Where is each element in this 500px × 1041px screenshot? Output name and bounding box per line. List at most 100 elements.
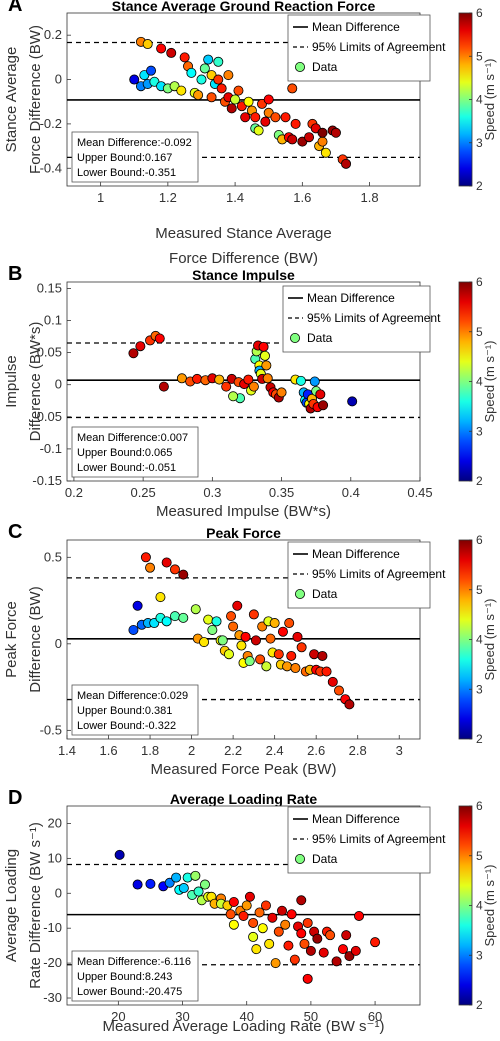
x-tick-label: 30	[175, 1009, 189, 1024]
legend-box	[287, 14, 431, 82]
colorbar-tick-label: 5	[476, 325, 483, 339]
y-tick-label: 20	[48, 815, 62, 830]
data-point	[273, 926, 284, 937]
legend-data-label: Data	[312, 852, 338, 866]
colorbar-tick-label: 2	[476, 998, 483, 1012]
x-tick-label: 0.2	[65, 485, 83, 500]
colorbar-tick-label: 3	[476, 948, 483, 962]
legend-data-label: Data	[312, 60, 338, 74]
colorbar-tick-label: 4	[476, 899, 483, 913]
data-point	[280, 919, 291, 930]
y-tick-label: -10	[43, 920, 62, 935]
data-point	[270, 112, 281, 123]
colorbar-tick-label: 4	[476, 633, 483, 647]
panel-letter: B	[8, 263, 22, 285]
panel-a: A Stance Average Ground Reaction Force 1 1.…	[3, 0, 497, 267]
data-point	[244, 891, 255, 902]
data-point	[283, 940, 294, 951]
data-point	[190, 870, 201, 881]
data-point	[344, 699, 355, 710]
data-point	[282, 661, 293, 672]
data-point	[132, 879, 143, 890]
data-point	[176, 373, 187, 384]
stats-text: Lower Bound:-0.051	[77, 462, 176, 474]
data-point	[287, 134, 298, 145]
data-point	[233, 85, 244, 96]
data-point	[258, 341, 269, 352]
data-point	[302, 973, 313, 984]
data-point	[223, 70, 234, 81]
data-point	[203, 614, 214, 625]
y-tick-label: -0.1	[40, 441, 62, 456]
data-point	[193, 886, 204, 897]
data-point	[238, 910, 249, 921]
legend-mean-label: Mean Difference	[312, 20, 400, 34]
panel-letter: A	[8, 0, 22, 16]
data-point	[199, 879, 210, 890]
stats-text: Lower Bound:-0.351	[77, 167, 176, 179]
data-point	[161, 616, 172, 627]
legend-mean-label: Mean Difference	[307, 291, 395, 305]
data-point	[178, 569, 189, 580]
panel-c: C Peak Force 1.4 1.6 1.8 2 2.2 2.4 2.6 2.8 3 0.5 0 -0…	[3, 521, 497, 778]
panels-group: A Stance Average Ground Reaction Force 1 1.…	[3, 0, 497, 1035]
data-point	[255, 654, 266, 665]
legend-limits-label: 95% Limits of Agreement	[312, 567, 446, 581]
data-point	[145, 878, 156, 889]
data-point	[257, 923, 268, 934]
x-tick-label: 3	[396, 743, 403, 758]
data-point	[203, 54, 214, 65]
y-tick-label: 0.15	[37, 280, 62, 295]
data-point	[169, 564, 180, 575]
data-point	[211, 616, 222, 627]
data-point	[250, 635, 261, 646]
data-point	[155, 592, 166, 603]
data-point	[179, 52, 190, 63]
data-point	[295, 375, 306, 386]
legend-data-swatch	[294, 854, 305, 865]
data-point	[290, 663, 301, 674]
x-tick-label: 0.25	[130, 485, 155, 500]
data-point	[241, 900, 252, 911]
stats-text: Upper Bound:0.167	[77, 152, 172, 164]
data-point	[299, 938, 310, 949]
data-point	[190, 604, 201, 615]
data-point	[347, 396, 358, 407]
stats-text: Mean Difference:0.007	[77, 432, 188, 444]
legend-limits-label: 95% Limits of Agreement	[312, 40, 446, 54]
stats-text: Upper Bound:8.243	[77, 971, 172, 983]
data-point	[262, 373, 273, 384]
data-point	[309, 649, 320, 660]
y-tick-label: -20	[43, 955, 62, 970]
data-point	[145, 562, 156, 573]
x-tick-label: 2.4	[266, 743, 284, 758]
data-point	[178, 883, 189, 894]
legend-box	[282, 285, 431, 353]
data-point	[178, 612, 189, 623]
data-point	[243, 374, 254, 385]
data-point	[248, 609, 259, 620]
data-point	[341, 158, 352, 169]
data-point	[248, 931, 259, 942]
data-point	[129, 74, 140, 85]
data-point	[199, 63, 210, 74]
data-point	[261, 661, 272, 672]
data-point	[320, 147, 331, 158]
x-tick-label: 1.8	[141, 743, 159, 758]
x-tick-label: 2.2	[224, 743, 242, 758]
data-point	[240, 112, 251, 123]
data-point	[259, 350, 270, 361]
data-point	[186, 67, 197, 78]
x-axis-label: Measured Force Peak (BW)	[151, 761, 337, 778]
x-axis-label: Measured Stance Average	[155, 225, 332, 242]
data-point	[135, 341, 146, 352]
data-point	[305, 945, 316, 956]
y-axis-label: Average Loading	[3, 849, 20, 962]
stats-text: Mean Difference:-6.116	[77, 956, 191, 968]
y-tick-label: 0.2	[44, 27, 62, 42]
data-point	[284, 618, 295, 629]
data-point	[337, 944, 348, 955]
data-point	[176, 85, 187, 96]
y-tick-label: 10	[48, 850, 62, 865]
